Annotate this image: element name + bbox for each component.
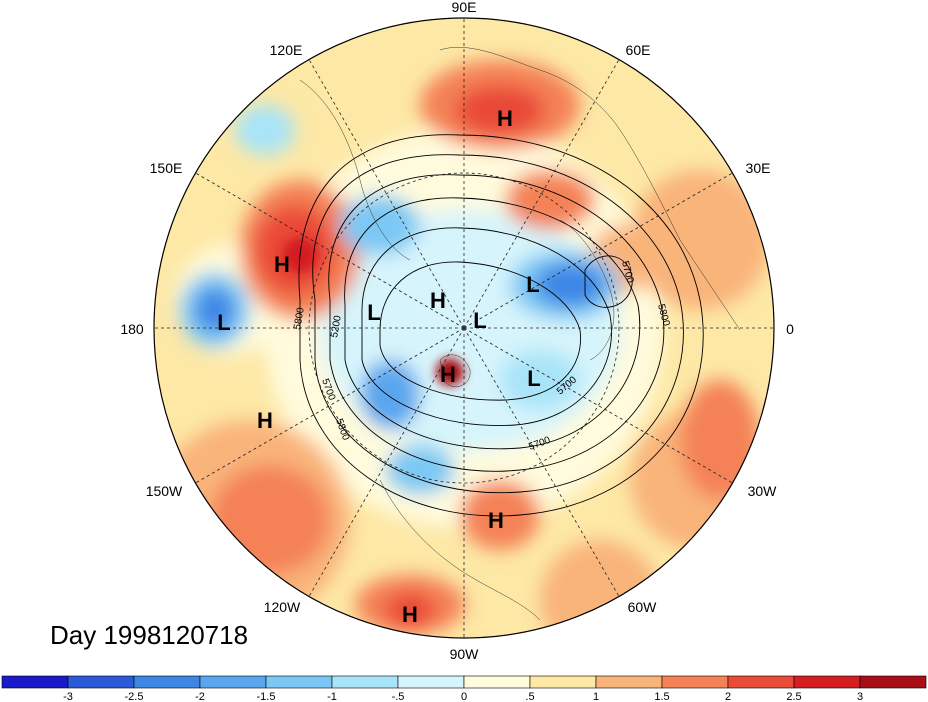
lon-label-120w: 120W	[264, 599, 301, 615]
lon-label-180: 180	[120, 321, 144, 337]
low-center-marker: L	[473, 308, 486, 333]
colorbar-swatch	[529, 675, 597, 689]
high-center-marker: H	[497, 106, 513, 131]
lon-label-90w: 90W	[450, 646, 480, 662]
colorbar-swatch	[661, 675, 729, 689]
colorbar-swatch	[859, 675, 927, 689]
lon-label-0: 0	[786, 321, 794, 337]
colorbar-swatch	[133, 675, 201, 689]
high-center-marker: H	[257, 408, 273, 433]
colorbar-tick-label: -2	[195, 691, 205, 702]
low-center-marker: L	[217, 310, 230, 335]
longitude-labels: 90E 60E 30E 0 30W 60W 90W 120W 150W 180 …	[120, 0, 794, 662]
colorbar: -3 -2.5 -2 -1.5 -1 -.5 0 .5 1 1.5 2 2.5 3	[1, 675, 927, 702]
colorbar-swatch	[595, 675, 663, 689]
colorbar-tick-label: 2.5	[786, 691, 801, 702]
colorbar-swatch	[331, 675, 399, 689]
colorbar-swatch	[1, 675, 69, 689]
lon-label-120e: 120E	[270, 42, 303, 58]
meridian-line	[195, 327, 465, 484]
contour-label: 5200	[329, 314, 344, 338]
colorbar-swatch	[199, 675, 267, 689]
meridian-line	[308, 327, 465, 597]
colorbar-tick-label: 3	[857, 691, 863, 702]
colorbar-tick-label: -1	[327, 691, 337, 702]
colorbar-tick-label: -3	[63, 691, 73, 702]
lon-label-60w: 60W	[628, 599, 658, 615]
colorbar-swatch	[265, 675, 333, 689]
meridian-line	[463, 172, 733, 329]
low-center-marker: L	[526, 272, 539, 297]
colorbar-swatch	[727, 675, 795, 689]
colorbar-swatch	[463, 675, 531, 689]
high-center-marker: H	[274, 252, 290, 277]
meridian-line	[463, 59, 620, 329]
high-center-marker: H	[488, 508, 504, 533]
low-center-marker: L	[367, 300, 380, 325]
high-center-marker: H	[402, 602, 418, 627]
pressure-centers: H H L L H L L H L H H H	[217, 106, 540, 627]
colorbar-tick-label: 2	[725, 691, 731, 702]
lon-label-90e: 90E	[452, 0, 477, 15]
date-label: Day 1998120718	[50, 620, 249, 650]
meridian-line	[463, 327, 733, 484]
lon-label-60e: 60E	[626, 42, 651, 58]
colorbar-tick-label: -.5	[392, 691, 405, 702]
colorbar-tick-label: -1.5	[257, 691, 276, 702]
contour-label: 5800	[292, 306, 307, 330]
lon-label-150e: 150E	[150, 160, 183, 176]
meridian-line	[195, 172, 465, 329]
graticule	[154, 18, 774, 638]
colorbar-tick-label: 0	[461, 691, 467, 702]
colorbar-tick-label: -2.5	[125, 691, 144, 702]
colorbar-swatch	[67, 675, 135, 689]
colorbar-tick-label: 1.5	[654, 691, 669, 702]
colorbar-tick-label: 1	[593, 691, 599, 702]
colorbar-swatch	[397, 675, 465, 689]
lon-label-30w: 30W	[748, 483, 778, 499]
low-center-marker: L	[527, 366, 540, 391]
latitude-circle	[308, 172, 620, 484]
meridian-line	[308, 59, 465, 329]
colorbar-tick-label: .5	[525, 691, 534, 702]
high-center-marker: H	[430, 288, 446, 313]
height-contours	[298, 134, 704, 517]
meridian-line	[463, 327, 620, 597]
lon-label-30e: 30E	[746, 160, 771, 176]
coastlines	[299, 47, 741, 621]
map-boundary	[153, 17, 775, 639]
high-center-marker: H	[440, 362, 456, 387]
lon-label-150w: 150W	[146, 483, 183, 499]
colorbar-swatch	[793, 675, 861, 689]
